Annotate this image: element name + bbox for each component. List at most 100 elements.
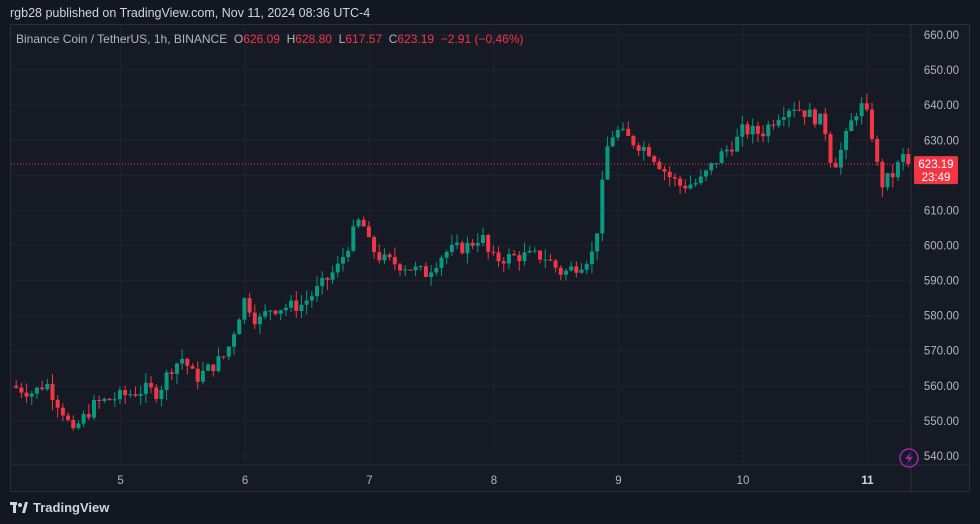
candle-body [330, 272, 335, 280]
candle-body [366, 226, 371, 238]
price-tick-label: 590.00 [924, 276, 959, 288]
candle-body [455, 242, 460, 245]
brand-name: TradingView [33, 500, 110, 515]
candle-body [709, 163, 714, 171]
candle-body [434, 268, 439, 273]
candle-body [854, 116, 859, 121]
candle-body [761, 133, 766, 137]
candle-body [569, 266, 574, 271]
candle-body [71, 419, 76, 429]
price-tick-label: 600.00 [924, 241, 959, 253]
candle-body [180, 358, 185, 364]
candle-body [361, 219, 366, 227]
candle-body [159, 389, 164, 400]
time-tick-label: 5 [117, 475, 123, 487]
candle-body [149, 382, 154, 388]
footer-brand[interactable]: TradingView [10, 500, 109, 515]
candle-body [558, 267, 563, 275]
candle-body [190, 365, 195, 369]
symbol-legend: Binance Coin / TetherUS, 1h, BINANCE O62… [16, 32, 524, 46]
candle-body [818, 113, 823, 125]
candle-body [657, 161, 662, 170]
candle-body [797, 109, 802, 111]
candle-body [128, 394, 133, 396]
candle-body [517, 255, 522, 262]
last-price-badge [914, 156, 958, 185]
price-tick-label: 580.00 [924, 311, 959, 323]
candle-body [869, 109, 874, 139]
candle-body [729, 149, 734, 152]
candle-body [24, 392, 29, 397]
candle-body [237, 319, 242, 335]
candle-body [859, 103, 864, 117]
candle-body [387, 254, 392, 258]
candle-body [29, 393, 34, 397]
candle-body [584, 264, 589, 270]
candle-body [117, 390, 122, 400]
candle-body [605, 146, 610, 180]
candle-body [885, 173, 890, 188]
candle-body [486, 234, 491, 252]
candle-body [875, 138, 880, 162]
time-tick-label: 6 [242, 475, 248, 487]
candle-body [97, 399, 102, 401]
candle-body [512, 254, 517, 256]
candle-body [413, 266, 418, 271]
candle-body [792, 109, 797, 111]
candle-body [678, 178, 683, 186]
candle-body [470, 242, 475, 246]
candle-body [460, 242, 465, 254]
candle-body [553, 260, 558, 268]
close-label: C [388, 32, 398, 46]
candle-body [138, 393, 143, 396]
candle-body [532, 250, 537, 252]
candle-body [40, 387, 45, 390]
close-value: 623.19 [397, 32, 435, 46]
candle-body [299, 304, 304, 312]
candle-body [771, 124, 776, 126]
candle-body [257, 316, 262, 325]
candle-body [812, 109, 817, 125]
price-chart[interactable]: 540.00 550.00 560.00 570.00 580.00 590.00 600.… [10, 24, 971, 493]
candle-body [294, 300, 299, 312]
candle-body [667, 171, 672, 178]
candle-body [60, 407, 65, 416]
candle-body [423, 266, 428, 277]
candle-body [429, 272, 434, 277]
price-tick-label: 660.00 [924, 30, 959, 42]
candle-body [823, 113, 828, 135]
candle-body [76, 423, 81, 429]
candle-body [776, 119, 781, 126]
candle-body [449, 244, 454, 252]
candle-body [735, 136, 740, 152]
candlestick-chart[interactable]: 540.00 550.00 560.00 570.00 580.00 590.00 600.… [11, 25, 971, 493]
candle-body [351, 226, 356, 251]
candle-body [45, 383, 50, 390]
candle-body [714, 163, 719, 165]
candle-body [615, 129, 620, 138]
candle-body [844, 131, 849, 150]
lightning-icon[interactable] [899, 448, 919, 468]
candle-body [289, 300, 294, 308]
candle-body [652, 156, 657, 162]
publisher-caption: rgb28 published on TradingView.com, Nov … [10, 6, 371, 20]
change-value: −2.91 (−0.46%) [440, 32, 524, 46]
candle-body [849, 120, 854, 132]
candle-body [548, 259, 553, 261]
candle-body [563, 270, 568, 275]
candle-body [522, 252, 527, 262]
price-tick-label: 610.00 [924, 205, 959, 217]
price-tick-label: 550.00 [924, 416, 959, 428]
low-label: L [338, 32, 346, 46]
candle-body [641, 147, 646, 151]
candle-body [724, 149, 729, 152]
candle-body [112, 399, 117, 401]
candle-body [506, 254, 511, 264]
candle-body [309, 296, 314, 301]
candle-body [787, 110, 792, 118]
candle-body [211, 364, 216, 372]
candle-body [263, 310, 268, 317]
candle-body [864, 103, 869, 110]
candle-body [600, 179, 605, 234]
candle-body [382, 254, 387, 261]
